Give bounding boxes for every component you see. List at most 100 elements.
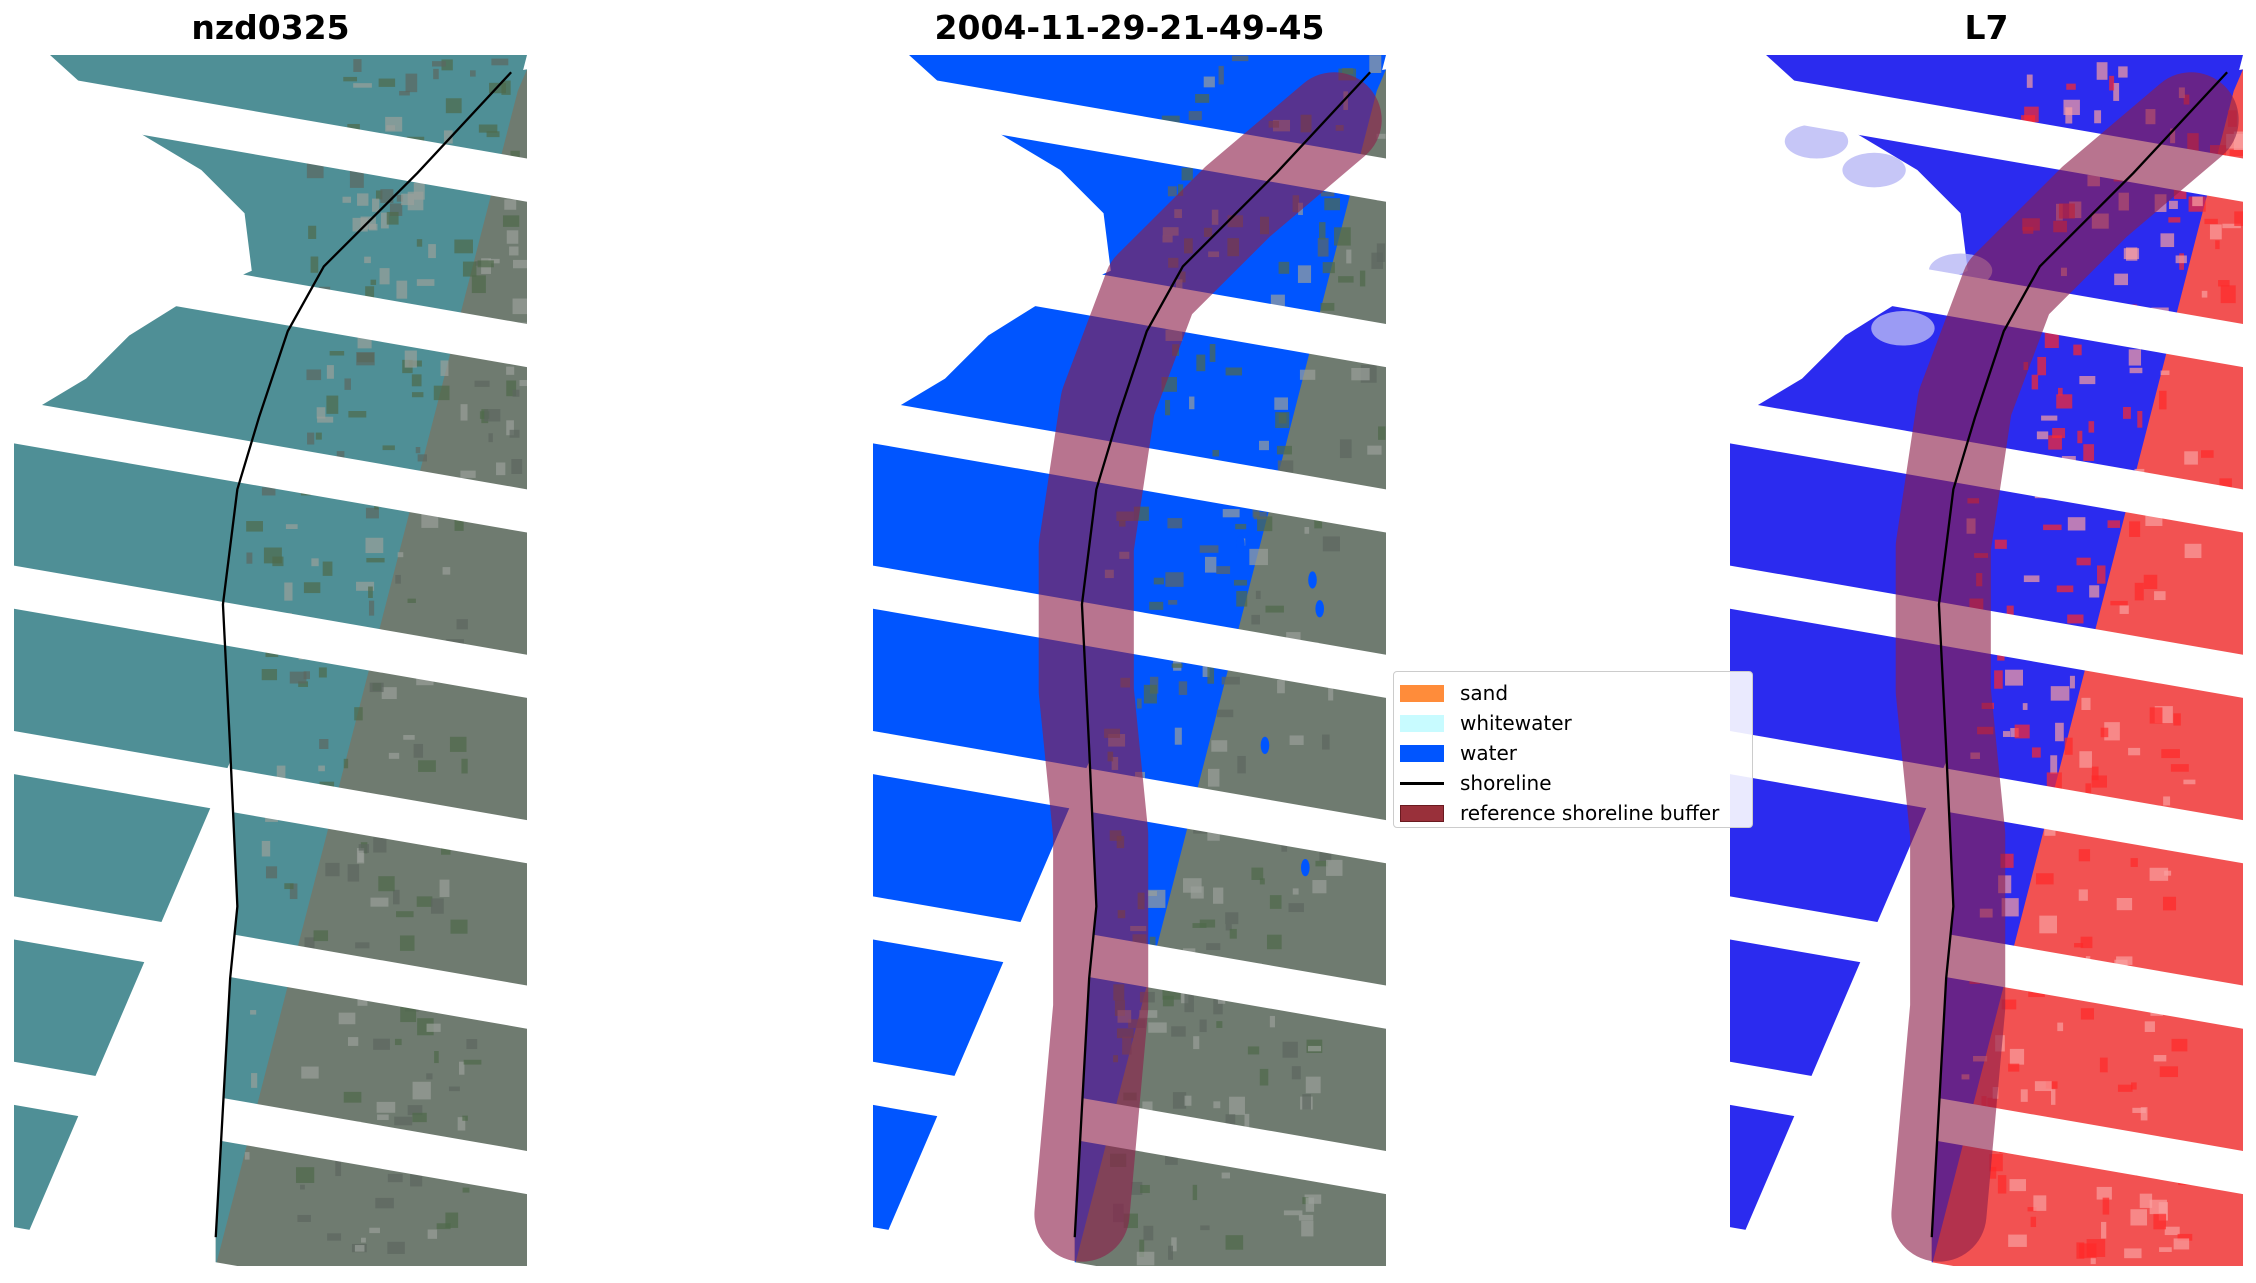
index-image-panel (1730, 55, 2243, 1266)
land-texture (2209, 224, 2222, 240)
land-texture (1140, 1184, 1150, 1194)
land-texture (2130, 1209, 2148, 1226)
land-texture (1172, 1092, 1187, 1109)
land-texture (2118, 66, 2128, 78)
land-texture (2050, 686, 2070, 701)
land-texture (1244, 1113, 1250, 1128)
land-texture (1171, 1237, 1177, 1252)
land-texture (1216, 566, 1231, 574)
land-texture (2132, 1107, 2146, 1113)
land-texture (2183, 779, 2196, 785)
land-texture (1178, 681, 1188, 695)
land-texture (298, 681, 309, 687)
land-texture (1338, 276, 1354, 283)
land-texture (1339, 439, 1352, 459)
land-texture (2101, 1221, 2107, 1239)
land-texture (2014, 724, 2030, 739)
land-texture (1165, 1155, 1178, 1165)
land-texture (412, 1112, 427, 1123)
land-texture (369, 1227, 380, 1234)
land-texture (1162, 995, 1174, 1007)
land-texture (1249, 548, 1268, 566)
land-texture (2163, 796, 2171, 806)
land-texture (478, 124, 498, 133)
land-texture (2113, 82, 2120, 101)
land-texture (1359, 270, 1366, 287)
land-texture (326, 365, 334, 379)
water-pixel (1300, 858, 1310, 877)
land-texture (300, 1184, 305, 1190)
land-texture (289, 671, 307, 684)
land-texture (1314, 514, 1323, 529)
land-texture (1283, 1210, 1303, 1216)
scanline-gap (14, 896, 527, 1029)
land-texture (394, 1116, 413, 1126)
land-texture (1302, 1197, 1309, 1205)
legend-item-whitewater: whitewater (1400, 708, 1752, 738)
land-texture (1305, 1197, 1315, 1212)
land-texture (1221, 1172, 1230, 1179)
land-texture (2109, 75, 2115, 91)
land-texture (511, 459, 523, 474)
land-texture (2184, 543, 2202, 559)
land-texture (375, 190, 383, 200)
land-texture (2050, 755, 2058, 774)
land-texture (2160, 233, 2175, 248)
land-texture (396, 194, 404, 202)
land-texture (416, 279, 435, 286)
land-texture (2048, 435, 2062, 450)
land-texture (343, 758, 349, 769)
land-texture (413, 182, 425, 200)
land-texture (2097, 565, 2106, 584)
scanline-gap (14, 730, 527, 864)
land-texture (365, 537, 384, 554)
land-texture (400, 1006, 417, 1023)
land-texture (418, 760, 436, 772)
land-texture (415, 447, 421, 454)
land-texture (2219, 478, 2232, 488)
land-texture (313, 930, 329, 942)
land-texture (2204, 218, 2218, 225)
land-texture (2026, 74, 2033, 88)
land-texture (358, 844, 370, 853)
land-texture (2164, 1226, 2180, 1236)
land-texture (1317, 238, 1329, 257)
land-texture (388, 752, 400, 759)
land-texture (1326, 859, 1343, 876)
land-texture (356, 352, 375, 366)
land-texture (407, 1105, 423, 1116)
whitewater-swatch (1400, 714, 1444, 732)
land-texture (2201, 290, 2208, 298)
land-texture (2159, 1066, 2179, 1078)
land-texture (1288, 903, 1304, 913)
land-texture (372, 198, 380, 212)
land-texture (512, 259, 527, 269)
land-texture (1149, 601, 1164, 610)
land-texture (2153, 1055, 2167, 1062)
land-texture (512, 389, 520, 397)
land-texture (1301, 1220, 1314, 1237)
land-texture (2085, 783, 2092, 798)
land-texture (2110, 600, 2128, 606)
land-texture (1225, 924, 1232, 931)
land-texture (460, 404, 468, 421)
rgb-image-panel (14, 55, 527, 1266)
land-texture (1269, 1015, 1275, 1028)
land-texture (307, 432, 315, 445)
land-texture (1251, 867, 1264, 880)
land-texture (347, 123, 360, 131)
land-texture (1351, 367, 1370, 381)
land-texture (1274, 397, 1288, 410)
land-texture (1997, 1175, 2007, 1194)
land-texture (373, 1038, 390, 1050)
land-texture (1276, 445, 1292, 455)
land-texture (1305, 1076, 1321, 1094)
land-texture (2130, 858, 2138, 867)
legend-label: shoreline (1460, 771, 1552, 795)
scanline-gap (14, 1061, 527, 1195)
land-texture (1204, 556, 1217, 573)
land-texture (1229, 1096, 1245, 1115)
land-texture (501, 80, 511, 95)
land-texture (1139, 1010, 1158, 1018)
land-texture (1320, 302, 1335, 311)
